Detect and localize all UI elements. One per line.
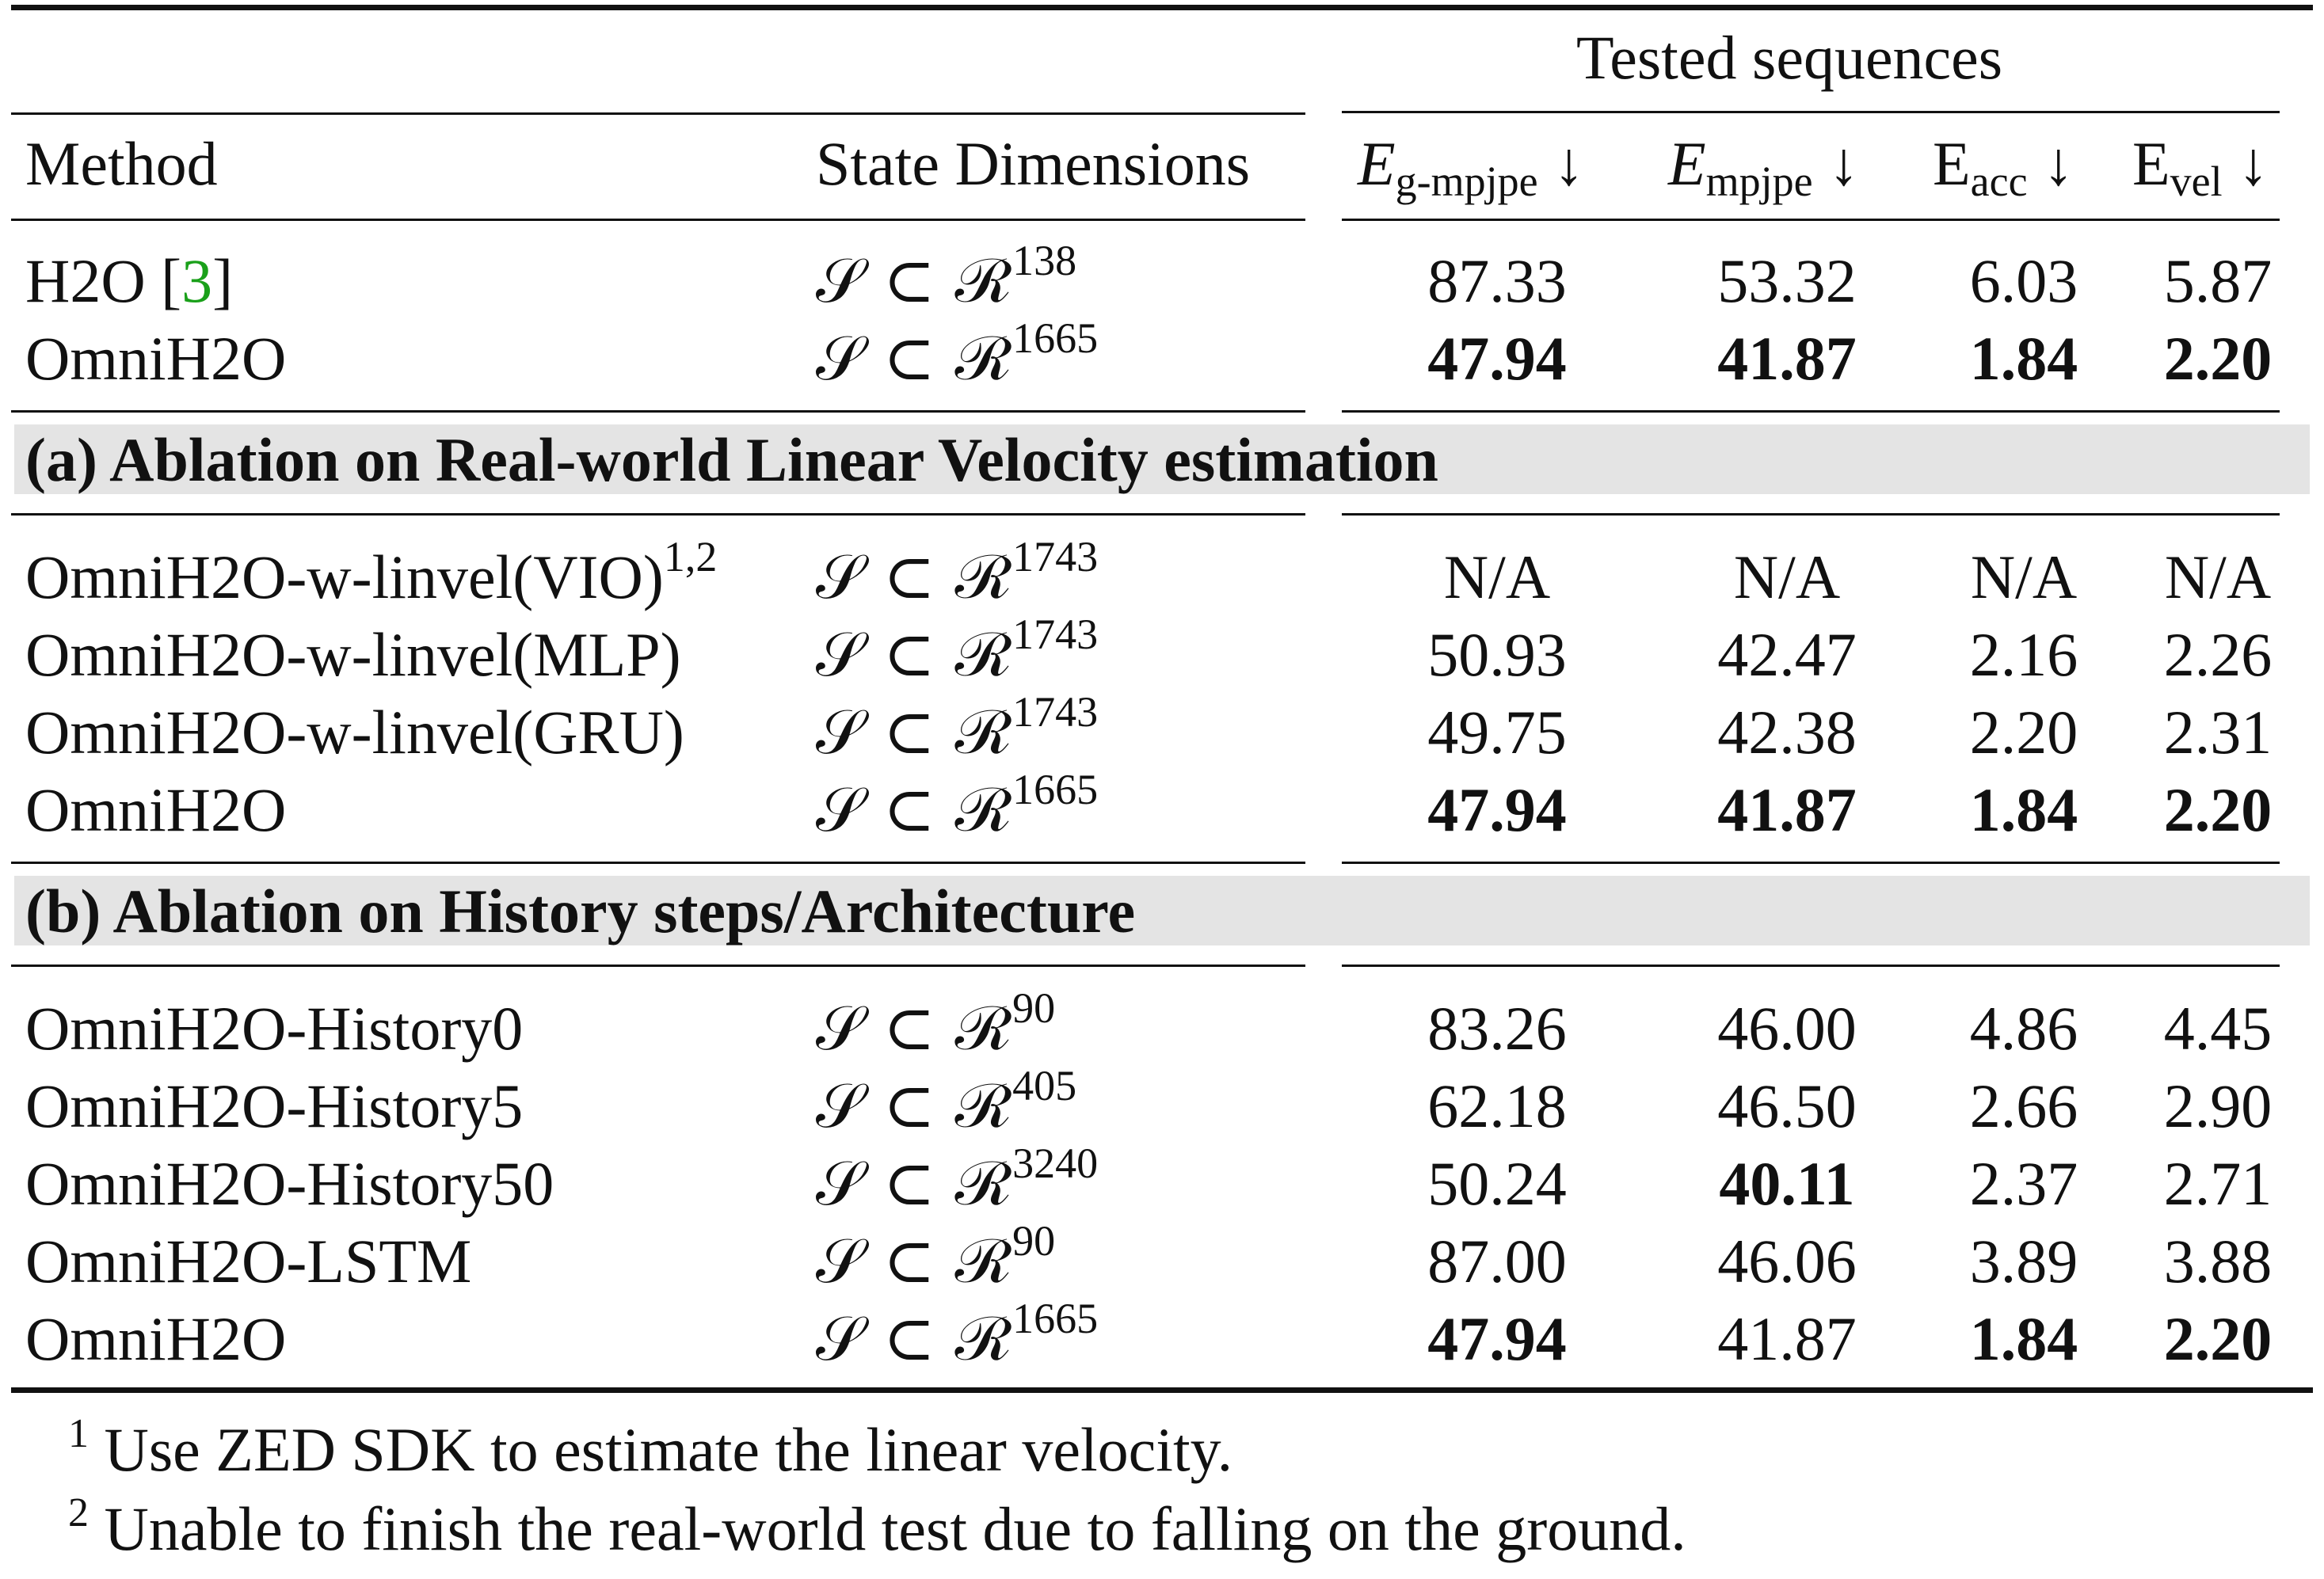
state-dim-history0: 𝒮 ⊂ ℛ90 [816, 984, 1056, 1064]
cell-value: 2.90 [2163, 1071, 2273, 1140]
section-b-band [14, 876, 2310, 945]
section-b-rule-right [1342, 965, 2280, 967]
state-dim-omnih2o: 𝒮 ⊂ ℛ1665 [816, 314, 1099, 394]
cell-value: 1.84 [1969, 775, 2078, 844]
cell-value: 87.00 [1427, 1227, 1567, 1296]
state-dim-linvel-gru: 𝒮 ⊂ ℛ1743 [816, 688, 1099, 768]
state-dim-linvel-vio: 𝒮 ⊂ ℛ1743 [816, 533, 1099, 613]
cell-value: 53.32 [1717, 246, 1857, 315]
cell-value: N/A [2164, 542, 2272, 611]
top-rule [11, 5, 2313, 10]
header-e-vel: Evel ↓ [2132, 129, 2269, 205]
state-dim-lstm: 𝒮 ⊂ ℛ90 [816, 1217, 1056, 1297]
section-a-rule-right [1342, 513, 2280, 516]
header-e-g-mpjpe: Eg-mpjpe ↓ [1358, 129, 1585, 205]
header-e-mpjpe: Empjpe ↓ [1668, 129, 1860, 205]
method-linvel-gru: OmniH2O-w-linvel(GRU) [25, 698, 684, 767]
cell-value: 41.87 [1717, 775, 1857, 844]
state-dim-history50: 𝒮 ⊂ ℛ3240 [816, 1140, 1099, 1219]
cell-value: 41.87 [1717, 324, 1857, 393]
cell-value: 49.75 [1427, 698, 1567, 767]
top-rows-rule-left [11, 410, 1305, 413]
header-rule-left [11, 112, 1305, 115]
method-omnih2o: OmniH2O [25, 324, 287, 393]
cell-value: 40.11 [1719, 1149, 1855, 1218]
header-rule-right-2 [1342, 219, 2280, 221]
state-dim-linvel-mlp: 𝒮 ⊂ ℛ1743 [816, 611, 1099, 691]
cell-value: 47.94 [1427, 324, 1567, 393]
citation-link[interactable]: 3 [181, 246, 213, 315]
cell-value: 41.87 [1717, 1304, 1857, 1373]
cell-value: 42.38 [1717, 698, 1857, 767]
cell-value: 1.84 [1969, 324, 2078, 393]
cell-value: 2.16 [1969, 620, 2078, 689]
cell-value: 42.47 [1717, 620, 1857, 689]
header-state-dimensions: State Dimensions [816, 129, 1251, 198]
footnote-2: 2 Unable to finish the real-world test d… [68, 1490, 1686, 1563]
method-history5: OmniH2O-History5 [25, 1071, 524, 1140]
cell-value: 83.26 [1427, 994, 1567, 1063]
section-a-rule-left [11, 513, 1305, 516]
footnote-1: 1 Use ZED SDK to estimate the linear vel… [68, 1411, 1233, 1484]
cell-value: 6.03 [1969, 246, 2078, 315]
bottom-rule [11, 1387, 2313, 1393]
cell-value: 50.24 [1427, 1149, 1567, 1218]
cell-value: N/A [1733, 542, 1841, 611]
cell-value: 2.20 [1969, 698, 2078, 767]
cell-value: 3.89 [1969, 1227, 2078, 1296]
cell-value: 3.88 [2163, 1227, 2273, 1296]
group-header-rule [1342, 111, 2280, 113]
cell-value: N/A [1443, 542, 1551, 611]
top-rows-rule-right [1342, 410, 2280, 413]
group-header: Tested sequences [1576, 23, 2003, 92]
cell-value: 46.50 [1717, 1071, 1857, 1140]
section-b-title: (b) Ablation on History steps/Architectu… [25, 877, 1136, 945]
cell-value: 2.71 [2163, 1149, 2273, 1218]
section-a-end-rule-right [1342, 862, 2280, 864]
cell-value: 4.45 [2163, 994, 2273, 1063]
method-linvel-vio: OmniH2O-w-linvel(VIO)1,2 [25, 533, 718, 611]
method-omnih2o-a: OmniH2O [25, 775, 287, 844]
method-history50: OmniH2O-History50 [25, 1149, 554, 1218]
cell-value: 2.20 [2163, 775, 2273, 844]
section-b-rule-left [11, 965, 1305, 967]
cell-value: 2.37 [1969, 1149, 2078, 1218]
cell-value: 46.00 [1717, 994, 1857, 1063]
cell-value: 1.84 [1969, 1304, 2078, 1373]
method-linvel-mlp: OmniH2O-w-linvel(MLP) [25, 620, 681, 689]
cell-value: 5.87 [2163, 246, 2273, 315]
section-a-band [14, 424, 2310, 494]
cell-value: 2.20 [2163, 1304, 2273, 1373]
cell-value: 47.94 [1427, 775, 1567, 844]
cell-value: 47.94 [1427, 1304, 1567, 1373]
method-lstm: OmniH2O-LSTM [25, 1227, 472, 1296]
cell-value: 4.86 [1969, 994, 2078, 1063]
cell-value: 2.66 [1969, 1071, 2078, 1140]
cell-value: 62.18 [1427, 1071, 1567, 1140]
method-history0: OmniH2O-History0 [25, 994, 524, 1063]
cell-value: 2.26 [2163, 620, 2273, 689]
cell-value: N/A [1970, 542, 2078, 611]
header-e-acc: Eacc ↓ [1933, 129, 2074, 205]
method-h2o: H2O [3] [25, 246, 234, 315]
state-dim-history5: 𝒮 ⊂ ℛ405 [816, 1062, 1077, 1142]
header-method: Method [25, 129, 218, 198]
state-dim-omnih2o-b: 𝒮 ⊂ ℛ1665 [816, 1295, 1099, 1375]
cell-value: 2.31 [2163, 698, 2273, 767]
cell-value: 87.33 [1427, 246, 1567, 315]
cell-value: 50.93 [1427, 620, 1567, 689]
cell-value: 2.20 [2163, 324, 2273, 393]
header-rule-left-2 [11, 219, 1305, 221]
state-dim-omnih2o-a: 𝒮 ⊂ ℛ1665 [816, 766, 1099, 846]
state-dim-h2o: 𝒮 ⊂ ℛ138 [816, 237, 1077, 317]
section-a-title: (a) Ablation on Real-world Linear Veloci… [25, 425, 1438, 494]
method-omnih2o-b: OmniH2O [25, 1304, 287, 1373]
section-a-end-rule-left [11, 862, 1305, 864]
cell-value: 46.06 [1717, 1227, 1857, 1296]
